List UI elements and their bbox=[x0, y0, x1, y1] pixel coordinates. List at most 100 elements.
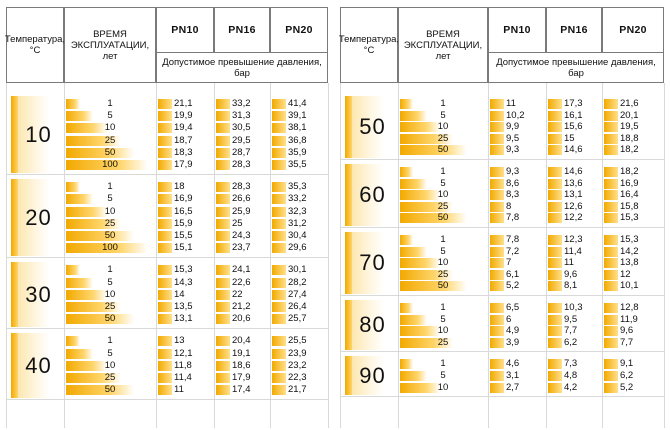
value-pn16: 10,3 bbox=[548, 302, 600, 314]
temp-bar bbox=[345, 356, 352, 396]
temp-shade bbox=[18, 333, 58, 399]
value-bar bbox=[604, 145, 618, 156]
years-bar bbox=[400, 122, 440, 133]
value-bar bbox=[604, 269, 618, 280]
value-bar bbox=[490, 145, 504, 156]
value-bar bbox=[548, 99, 562, 109]
value-bar bbox=[272, 123, 286, 134]
value-bar bbox=[216, 336, 230, 347]
value-bar bbox=[548, 314, 562, 325]
value-pn16: 12,6 bbox=[548, 201, 600, 213]
value-text: 11,8 bbox=[174, 359, 192, 371]
header-pn20: PN20 bbox=[602, 7, 664, 53]
value-pn16: 29,5 bbox=[216, 135, 268, 147]
header-pressure: Допустимое превышение давления, бар bbox=[156, 52, 328, 83]
value-pn10: 14,3 bbox=[158, 277, 212, 289]
years-bar bbox=[66, 99, 80, 109]
value-pn10: 18,7 bbox=[158, 135, 212, 147]
value-text: 3,1 bbox=[506, 370, 520, 381]
years-bar bbox=[66, 302, 121, 312]
value-text: 21,2 bbox=[232, 301, 251, 312]
value-text: 12,8 bbox=[620, 302, 639, 313]
years-value: 100 bbox=[102, 242, 118, 254]
value-text: 18,7 bbox=[174, 134, 193, 146]
value-bar bbox=[158, 182, 172, 193]
years-value: 5 bbox=[107, 193, 113, 205]
value-text: 14 bbox=[174, 288, 185, 300]
value-bar bbox=[490, 178, 504, 189]
years-cell: 50 bbox=[66, 313, 154, 325]
value-bar bbox=[158, 314, 172, 325]
value-pn16: 17,3 bbox=[548, 98, 600, 110]
years-bar bbox=[400, 99, 414, 109]
value-bar bbox=[158, 135, 172, 146]
value-text: 9,6 bbox=[620, 325, 634, 337]
value-bar bbox=[548, 303, 562, 313]
value-pn10: 15,9 bbox=[158, 218, 212, 230]
years-bar bbox=[66, 147, 135, 158]
years-bar bbox=[400, 359, 414, 370]
value-pn16: 30,5 bbox=[216, 122, 268, 134]
years-value: 25 bbox=[437, 336, 449, 348]
years-value: 1 bbox=[107, 335, 113, 347]
years-value: 50 bbox=[437, 280, 449, 292]
value-pn10: 18,3 bbox=[158, 147, 212, 159]
temp-shade bbox=[352, 96, 392, 158]
value-text: 15,3 bbox=[620, 212, 639, 224]
header-pn10: PN10 bbox=[488, 7, 546, 53]
years-bar bbox=[66, 231, 135, 241]
value-text: 11,4 bbox=[174, 372, 192, 383]
value-bar bbox=[216, 182, 230, 193]
years-cell: 25 bbox=[400, 269, 486, 281]
value-text: 9,6 bbox=[564, 268, 578, 280]
value-bar bbox=[158, 277, 172, 288]
years-value: 10 bbox=[104, 122, 116, 134]
value-text: 13,1 bbox=[564, 189, 583, 201]
years-bar bbox=[400, 145, 467, 156]
value-bar bbox=[216, 135, 230, 146]
value-pn20: 14,2 bbox=[604, 246, 662, 258]
value-pn16: 17,9 bbox=[216, 372, 268, 384]
value-text: 28,7 bbox=[232, 146, 251, 158]
column-line bbox=[602, 83, 603, 428]
value-bar bbox=[216, 194, 230, 205]
value-text: 4,8 bbox=[564, 370, 578, 381]
temp-value: 60 bbox=[359, 182, 386, 207]
years-cell: 5 bbox=[400, 370, 486, 382]
value-pn10: 12,1 bbox=[158, 348, 212, 360]
years-value: 25 bbox=[104, 134, 116, 146]
years-value: 25 bbox=[437, 200, 449, 212]
years-cell: 5 bbox=[66, 110, 154, 122]
value-bar bbox=[548, 337, 562, 348]
temp-value: 90 bbox=[359, 362, 386, 388]
years-cell: 10 bbox=[66, 289, 154, 301]
value-pn10: 3,9 bbox=[490, 337, 544, 349]
value-bar bbox=[216, 231, 230, 241]
value-text: 15 bbox=[564, 132, 575, 144]
value-bar bbox=[158, 348, 172, 359]
value-text: 26,4 bbox=[288, 301, 307, 312]
value-bar bbox=[604, 201, 618, 212]
value-pn16: 28,7 bbox=[216, 147, 268, 159]
value-pn20: 18,2 bbox=[604, 144, 662, 156]
value-pn20: 35,3 bbox=[272, 181, 326, 193]
years-cell: 50 bbox=[400, 144, 486, 156]
value-pn20: 11,9 bbox=[604, 314, 662, 326]
value-pn20: 23,2 bbox=[272, 360, 326, 372]
years-value: 10 bbox=[437, 121, 449, 133]
years-bar bbox=[66, 385, 135, 396]
value-text: 31,2 bbox=[288, 217, 307, 229]
value-pn10: 7,8 bbox=[490, 212, 544, 224]
value-pn20: 31,2 bbox=[272, 218, 326, 230]
years-value: 5 bbox=[440, 109, 446, 121]
value-pn10: 19,4 bbox=[158, 122, 212, 134]
years-value: 25 bbox=[437, 132, 449, 144]
temp-shade bbox=[18, 262, 58, 328]
value-bar bbox=[216, 123, 230, 134]
years-cell: 5 bbox=[400, 314, 486, 326]
years-value: 50 bbox=[104, 146, 116, 158]
value-bar bbox=[216, 373, 230, 383]
value-pn10: 18 bbox=[158, 181, 212, 193]
value-text: 12,3 bbox=[564, 234, 583, 245]
temp-shade bbox=[352, 164, 392, 226]
